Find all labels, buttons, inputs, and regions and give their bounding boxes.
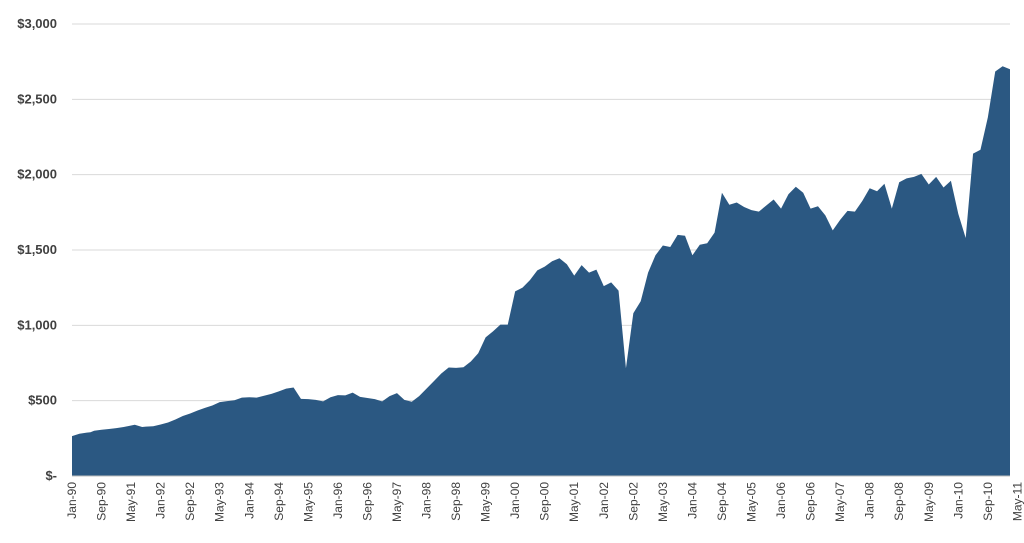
x-tick-label: Sep-10	[981, 482, 995, 521]
x-tick-label: Sep-98	[449, 482, 463, 521]
x-tick-label: Jan-08	[863, 482, 877, 519]
x-tick-label: Sep-06	[804, 482, 818, 521]
x-tick-label: Jan-10	[951, 482, 965, 519]
y-tick-label: $1,500	[17, 242, 57, 257]
x-tick-label: Sep-02	[626, 482, 640, 521]
area-series	[72, 66, 1010, 476]
x-tick-label: Sep-08	[892, 482, 906, 521]
y-tick-label: $-	[45, 468, 57, 483]
x-tick-label: Sep-90	[95, 482, 109, 521]
x-tick-label: May-03	[656, 482, 670, 522]
x-tick-label: Jan-06	[774, 482, 788, 519]
x-tick-label: Jan-90	[65, 482, 79, 519]
x-tick-label: Sep-94	[272, 482, 286, 521]
y-tick-label: $3,000	[17, 16, 57, 31]
x-tick-label: Sep-00	[538, 482, 552, 521]
x-tick-label: May-01	[567, 482, 581, 522]
x-tick-label: Jan-94	[242, 482, 256, 519]
area-fill	[72, 66, 1010, 476]
x-tick-label: May-91	[124, 482, 138, 522]
y-tick-label: $1,000	[17, 317, 57, 332]
y-tick-label: $2,500	[17, 91, 57, 106]
x-tick-label: May-99	[479, 482, 493, 522]
x-tick-label: Jan-02	[597, 482, 611, 519]
y-tick-label: $2,000	[17, 167, 57, 182]
y-axis: $- $500 $1,000 $1,500 $2,000 $2,500 $3,000	[17, 16, 57, 483]
x-axis: Jan-90 Sep-90 May-91 Jan-92 Sep-92 May-93 Jan-…	[65, 475, 1024, 522]
x-tick-label: Jan-96	[331, 482, 345, 519]
x-tick-label: May-09	[922, 482, 936, 522]
x-tick-label: Sep-92	[183, 482, 197, 521]
x-tick-label: Jan-04	[685, 482, 699, 519]
x-tick-label: Jan-92	[154, 482, 168, 519]
x-tick-label: May-95	[301, 482, 315, 522]
x-tick-label: May-93	[213, 482, 227, 522]
x-tick-label: May-97	[390, 482, 404, 522]
x-tick-label: May-11	[1010, 482, 1024, 521]
x-tick-label: May-07	[833, 482, 847, 522]
y-tick-label: $500	[28, 393, 57, 408]
x-tick-label: Jan-98	[420, 482, 434, 519]
x-tick-label: Sep-04	[715, 482, 729, 521]
x-tick-label: Jan-00	[508, 482, 522, 519]
x-tick-label: Sep-96	[360, 482, 374, 521]
x-tick-label: May-05	[744, 482, 758, 522]
